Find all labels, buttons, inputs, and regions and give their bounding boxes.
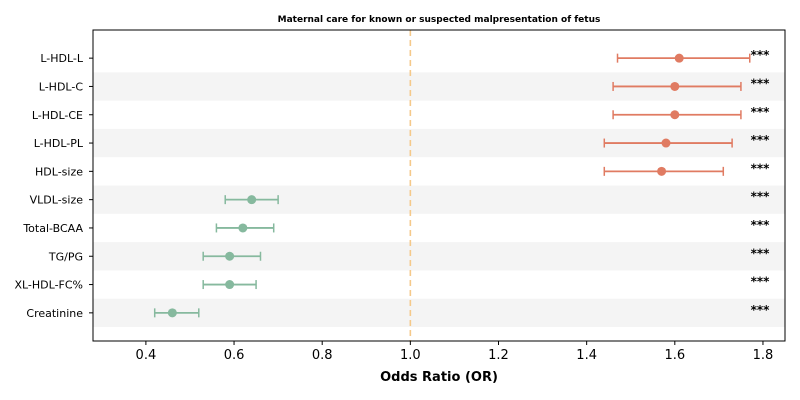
x-axis-ticks: 0.4 0.6 0.8 1.0 1.2 1.4 1.6 1.8 (136, 341, 774, 363)
or-point (657, 166, 667, 176)
forest-row: TG/PG *** (48, 246, 770, 263)
x-tick-label: 1.8 (753, 348, 774, 363)
row-label: Creatinine (26, 307, 83, 320)
or-point (661, 138, 671, 148)
significance-label: *** (751, 105, 771, 119)
or-point (225, 251, 235, 261)
row-label: L-HDL-CE (32, 109, 83, 122)
plot-frame (92, 29, 786, 342)
or-point (674, 53, 684, 63)
forest-row: Creatinine *** (26, 303, 770, 320)
significance-label: *** (751, 161, 771, 175)
significance-label: *** (751, 246, 771, 260)
x-tick-label: 0.8 (312, 348, 333, 363)
forest-row: Total-BCAA *** (22, 218, 770, 235)
x-tick-label: 1.6 (664, 348, 685, 363)
or-point (238, 223, 248, 233)
significance-label: *** (751, 275, 771, 289)
significance-label: *** (751, 190, 771, 204)
forest-row: L-HDL-PL *** (34, 133, 770, 150)
forest-row: HDL-size *** (35, 161, 770, 178)
significance-label: *** (751, 76, 771, 90)
or-point (670, 81, 680, 91)
forest-row: VLDL-size *** (30, 190, 770, 207)
row-shading-layer (93, 72, 785, 327)
x-tick-label: 1.2 (488, 348, 509, 363)
or-point (225, 280, 235, 290)
row-label: L-HDL-C (39, 80, 84, 93)
forest-row: L-HDL-L *** (40, 48, 770, 65)
data-rows-layer: L-HDL-L *** L-HDL-C *** L-HDL-CE *** L-HDL-PL *… (14, 48, 770, 320)
x-axis-label: Odds Ratio (OR) (380, 370, 498, 385)
significance-label: *** (751, 218, 771, 232)
row-shade (93, 242, 785, 271)
row-label: XL-HDL-FC% (14, 279, 83, 292)
or-point (670, 110, 680, 120)
forest-row: L-HDL-C *** (39, 76, 770, 93)
x-tick-label: 0.6 (224, 348, 245, 363)
forest-row: XL-HDL-FC% *** (14, 275, 770, 292)
row-label: Total-BCAA (22, 222, 83, 235)
forest-row: L-HDL-CE *** (32, 105, 770, 122)
row-label: VLDL-size (30, 194, 84, 207)
row-label: L-HDL-L (40, 52, 84, 65)
row-label: HDL-size (35, 165, 83, 178)
or-point (247, 195, 257, 205)
x-tick-label: 1.4 (576, 348, 597, 363)
x-tick-label: 1.0 (400, 348, 421, 363)
significance-label: *** (751, 303, 771, 317)
row-shade (93, 185, 785, 214)
row-label: L-HDL-PL (34, 137, 84, 150)
chart-title: Maternal care for known or suspected mal… (278, 15, 601, 25)
x-tick-label: 0.4 (136, 348, 157, 363)
significance-label: *** (751, 48, 771, 62)
row-shade (93, 298, 785, 327)
or-point (167, 308, 177, 318)
significance-label: *** (751, 133, 771, 147)
row-label: TG/PG (48, 250, 83, 263)
